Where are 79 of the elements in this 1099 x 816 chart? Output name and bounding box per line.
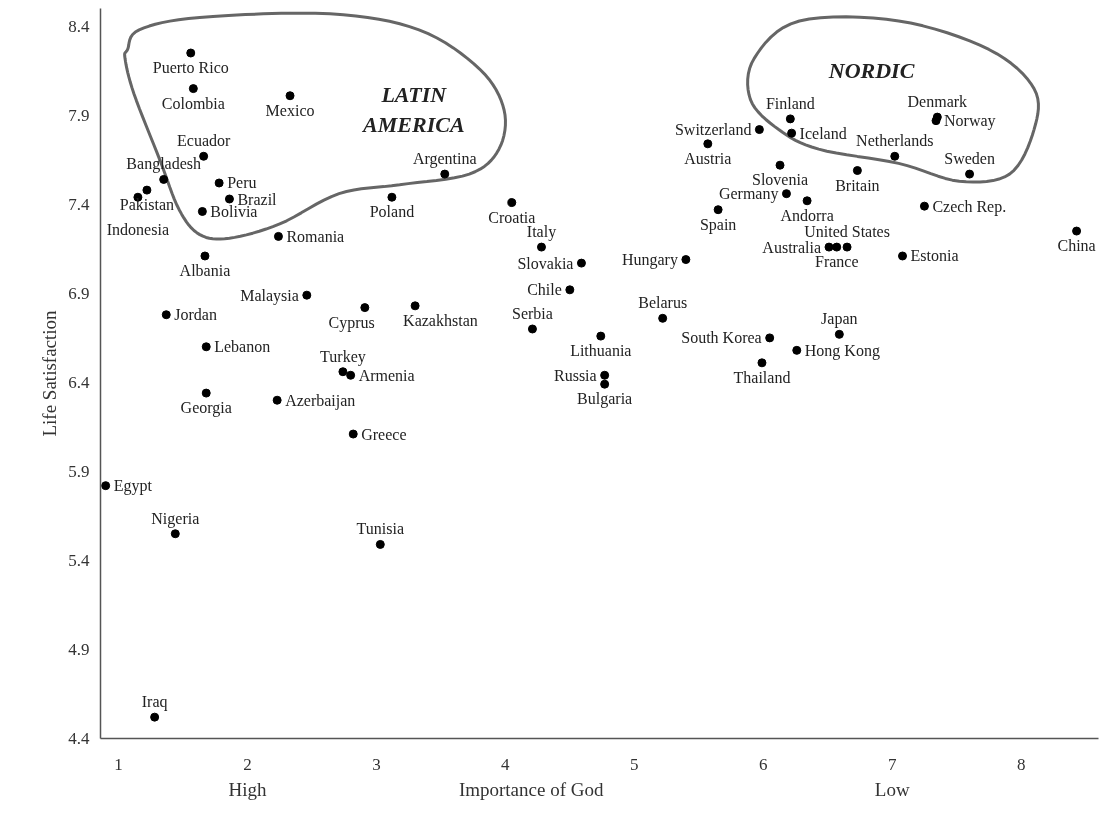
data-label: Hong Kong — [804, 341, 880, 360]
x-tick-label: 1 — [114, 754, 123, 774]
annotation: LATIN AMERICA — [361, 82, 465, 138]
data-label: Spain — [699, 215, 737, 234]
x-tick-label: 4 — [501, 754, 511, 774]
text: High — [228, 778, 267, 800]
data-label: Azerbaijan — [285, 391, 356, 410]
y-tick-label: 4.9 — [68, 639, 90, 659]
data-label: Belarus — [638, 294, 688, 312]
data-label: Czech Rep. — [932, 197, 1007, 216]
y-axis-title: Life Satisfaction — [39, 309, 61, 437]
data-label: France — [814, 253, 859, 271]
data-label: Switzerland — [674, 121, 752, 139]
data-label: Netherlands — [856, 132, 934, 150]
data-label: Denmark — [907, 93, 968, 111]
data-label: China — [1057, 237, 1096, 255]
data-label: Romania — [286, 227, 345, 245]
data-label: Croatia — [488, 208, 536, 226]
x-tick-label: 7 — [887, 754, 897, 774]
data-label: Nigeria — [151, 509, 200, 528]
data-label: Russia — [553, 366, 597, 384]
x-tick-label: 5 — [630, 754, 639, 774]
x-tick-label: 3 — [372, 754, 381, 774]
data-label: Australia — [762, 238, 822, 256]
data-label: Lithuania — [570, 342, 632, 360]
data-label: Norway — [944, 112, 996, 131]
data-label: Greece — [361, 425, 407, 443]
x-tick-label: 2 — [243, 754, 252, 774]
data-label: Tunisia — [356, 520, 405, 538]
data-label: Cyprus — [328, 313, 375, 332]
data-label: Malaysia — [240, 286, 299, 305]
y-tick-label: 8.4 — [68, 16, 90, 36]
data-label: Peru — [227, 174, 257, 192]
data-label: Chile — [527, 281, 562, 299]
data-label: Poland — [369, 203, 415, 221]
data-label: Andorra — [780, 206, 834, 224]
data-label: Turkey — [320, 347, 366, 366]
data-label: Italy — [526, 223, 557, 242]
data-label: South Korea — [681, 329, 762, 347]
data-label: Lebanon — [214, 338, 271, 356]
x-axis-title: Importance of God — [458, 778, 604, 800]
data-label: Ecuador — [177, 132, 231, 150]
data-label: Kazakhstan — [403, 311, 478, 329]
data-label: Hungary — [621, 251, 678, 270]
data-label: Albania — [179, 261, 231, 279]
data-label: Pakistan — [119, 196, 175, 214]
y-tick-label: 6.4 — [68, 372, 90, 392]
annotation: NORDIC — [827, 58, 915, 84]
data-label: Armenia — [358, 366, 415, 384]
data-label: United States — [804, 223, 890, 241]
data-label: Puerto Rico — [152, 59, 229, 77]
x-tick-label: 6 — [759, 754, 768, 774]
data-label: Iraq — [141, 693, 168, 712]
y-tick-label: 7.9 — [68, 105, 90, 125]
data-label: Britain — [835, 176, 880, 194]
y-tick-label: 5.9 — [68, 461, 90, 481]
data-label: Iceland — [799, 124, 847, 142]
data-label: Finland — [765, 94, 815, 112]
data-label: Georgia — [180, 399, 232, 418]
data-label: Egypt — [113, 477, 153, 496]
y-tick-label: 6.9 — [68, 283, 90, 303]
data-label: Bulgaria — [577, 390, 633, 409]
text: Low — [874, 778, 910, 800]
y-tick-label: 4.4 — [68, 729, 90, 748]
data-label: Sweden — [944, 150, 995, 168]
data-label: Slovakia — [517, 254, 574, 272]
data-label: Colombia — [161, 94, 225, 112]
data-label: Argentina — [412, 150, 477, 169]
data-label: Serbia — [512, 304, 553, 322]
data-label: Austria — [684, 149, 732, 167]
x-tick-label: 8 — [1016, 754, 1026, 774]
data-label: Jordan — [174, 306, 217, 324]
data-label: Indonesia — [106, 221, 169, 239]
data-label: Japan — [821, 310, 858, 329]
y-tick-label: 7.4 — [68, 194, 90, 214]
data-label: Estonia — [910, 247, 959, 265]
data-label: Mexico — [265, 101, 315, 119]
data-label: Thailand — [733, 368, 791, 386]
y-tick-label: 5.4 — [68, 550, 90, 570]
